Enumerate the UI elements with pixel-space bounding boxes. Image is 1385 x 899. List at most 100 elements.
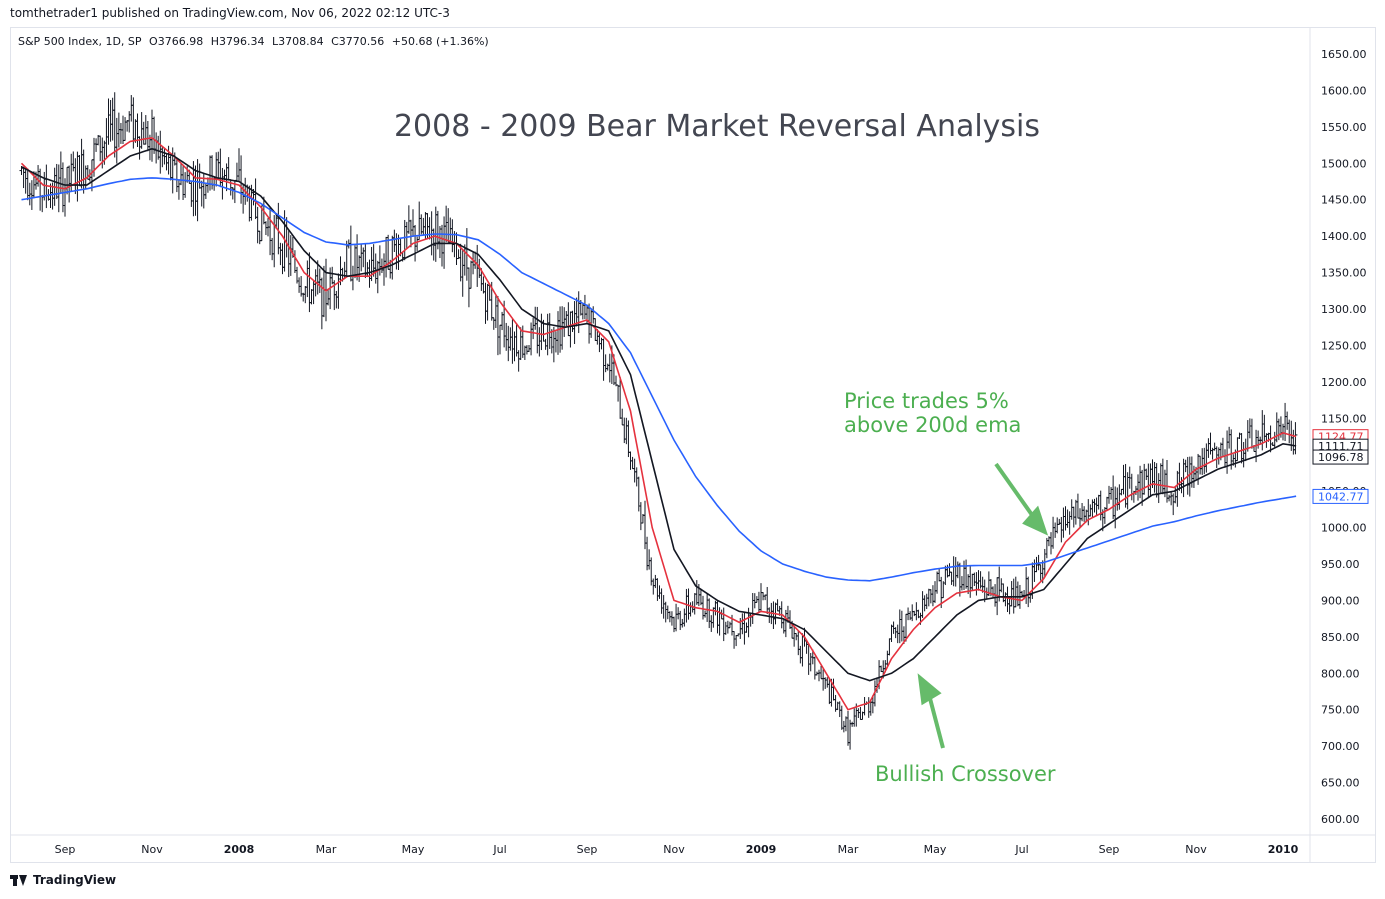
price-bar bbox=[603, 354, 608, 373]
price-bar bbox=[959, 576, 964, 591]
price-bar bbox=[1096, 494, 1101, 510]
price-bar bbox=[1204, 443, 1209, 473]
svg-text:Bullish Crossover: Bullish Crossover bbox=[875, 762, 1056, 786]
price-bar bbox=[278, 242, 283, 266]
price-bar bbox=[839, 705, 844, 730]
y-tick-label: 600.00 bbox=[1321, 813, 1360, 826]
price-bar bbox=[1154, 463, 1159, 498]
legend-close: C3770.56 bbox=[331, 35, 385, 48]
price-bar bbox=[429, 211, 434, 256]
price-bar bbox=[214, 152, 219, 187]
price-bar bbox=[168, 155, 173, 181]
price-bar bbox=[899, 610, 904, 642]
y-tick-label: 1000.00 bbox=[1321, 522, 1367, 535]
price-bar bbox=[775, 599, 780, 612]
price-bar bbox=[437, 226, 442, 259]
price-bar bbox=[135, 113, 140, 147]
price-bar bbox=[106, 98, 111, 145]
legend-open: O3766.98 bbox=[149, 35, 204, 48]
tradingview-logo[interactable]: TradingView bbox=[10, 873, 116, 887]
price-bar bbox=[817, 669, 821, 682]
price-bar bbox=[353, 245, 357, 279]
price-bar bbox=[71, 151, 76, 172]
price-bar bbox=[808, 653, 813, 672]
price-bar bbox=[1152, 461, 1157, 493]
price-bar bbox=[334, 290, 339, 309]
price-bar bbox=[794, 633, 799, 641]
price-bar bbox=[195, 159, 200, 222]
price-bar bbox=[974, 572, 979, 596]
price-bar bbox=[417, 201, 422, 241]
x-tick-label: Mar bbox=[838, 843, 859, 856]
price-bar bbox=[767, 607, 772, 623]
price-bar bbox=[545, 313, 550, 356]
price-bar bbox=[856, 708, 861, 718]
price-bar bbox=[669, 611, 674, 626]
price-axis[interactable]: 600.00 650.00 700.00 750.00 800.00 850.00 900.… bbox=[1321, 48, 1367, 826]
price-bar bbox=[367, 259, 372, 288]
price-bar bbox=[1283, 402, 1288, 442]
price-bar bbox=[1069, 499, 1074, 520]
y-tick-label: 850.00 bbox=[1321, 631, 1360, 644]
price-bar bbox=[481, 276, 486, 294]
price-bar bbox=[535, 306, 540, 354]
price-bar bbox=[661, 595, 666, 619]
price-bar bbox=[1073, 499, 1078, 525]
price-bar bbox=[392, 229, 397, 253]
price-bar bbox=[630, 456, 635, 470]
price-bar bbox=[40, 194, 45, 213]
price-bar bbox=[348, 225, 353, 282]
price-bar bbox=[357, 255, 362, 282]
price-bar bbox=[1165, 459, 1169, 503]
price-bar bbox=[634, 467, 639, 487]
y-tick-label: 1350.00 bbox=[1321, 267, 1367, 280]
x-tick-label: Nov bbox=[141, 843, 163, 856]
price-bar bbox=[1102, 507, 1107, 524]
legend-change: +50.68 (+1.36%) bbox=[391, 35, 489, 48]
price-bar bbox=[643, 500, 647, 550]
price-bar bbox=[647, 549, 652, 570]
price-bar bbox=[709, 615, 714, 632]
price-bar bbox=[553, 331, 558, 353]
price-bar bbox=[1214, 446, 1219, 469]
x-tick-label: 2009 bbox=[746, 843, 777, 856]
price-bar bbox=[205, 177, 210, 193]
price-bar bbox=[1241, 442, 1246, 468]
price-bar bbox=[1092, 498, 1097, 513]
price-bar bbox=[543, 338, 548, 350]
svg-text:1042.77: 1042.77 bbox=[1318, 490, 1364, 503]
price-bar bbox=[823, 677, 828, 689]
price-bar bbox=[448, 217, 453, 244]
price-bar bbox=[862, 697, 867, 716]
price-bar bbox=[1111, 475, 1116, 520]
x-tick-label: Mar bbox=[316, 843, 337, 856]
price-bar bbox=[759, 583, 763, 612]
price-value-label: 1096.78 bbox=[1312, 449, 1369, 465]
price-bar bbox=[183, 172, 188, 198]
price-bar bbox=[1198, 455, 1203, 475]
price-bar bbox=[239, 155, 244, 204]
price-bar bbox=[972, 572, 977, 587]
tradingview-logo-icon bbox=[10, 874, 28, 886]
price-bar bbox=[576, 291, 581, 334]
price-bar bbox=[384, 236, 389, 278]
price-bar bbox=[286, 230, 291, 278]
price-bar bbox=[508, 327, 513, 351]
price-bar bbox=[1057, 518, 1062, 525]
price-bar bbox=[419, 214, 424, 235]
y-tick-label: 950.00 bbox=[1321, 558, 1360, 571]
y-tick-label: 900.00 bbox=[1321, 594, 1360, 607]
price-bar bbox=[1049, 532, 1053, 555]
price-bar bbox=[727, 621, 732, 629]
price-bar bbox=[568, 311, 573, 348]
price-bar bbox=[466, 267, 471, 308]
y-tick-label: 1500.00 bbox=[1321, 157, 1367, 170]
time-axis[interactable]: Sep Nov 2008 Mar May Jul Sep Nov 2009 Mar May Jul Se… bbox=[55, 843, 1299, 856]
price-bar bbox=[935, 571, 940, 594]
price-bar bbox=[1148, 463, 1153, 498]
price-bar bbox=[999, 578, 1004, 593]
price-bar bbox=[1262, 414, 1267, 442]
price-bar bbox=[309, 289, 314, 305]
price-bar bbox=[514, 323, 519, 357]
